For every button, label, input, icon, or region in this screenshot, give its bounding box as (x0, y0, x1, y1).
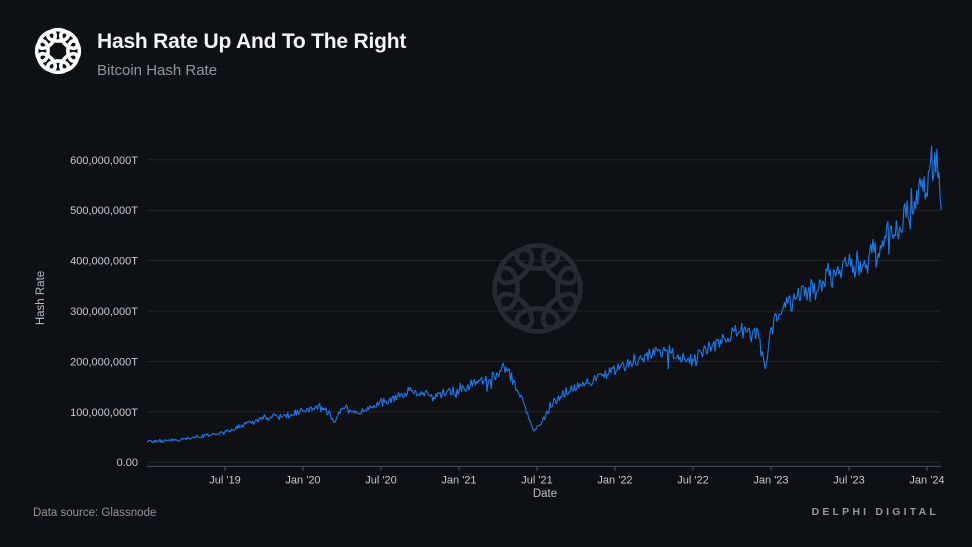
knot-loop (46, 27, 70, 43)
x-axis-title: Date (532, 488, 558, 500)
watermark-loop (492, 265, 520, 312)
y-tick-label: 100,000,000T (70, 407, 138, 419)
knot-loop (36, 51, 58, 73)
x-tick-label: Jan '21 (441, 475, 476, 487)
y-tick-label: 400,000,000T (70, 256, 138, 268)
y-tick-label: 300,000,000T (70, 306, 138, 318)
x-tick-label: Jan '23 (753, 475, 788, 487)
chart-subtitle: Bitcoin Hash Rate (97, 62, 218, 79)
watermark-loop (555, 265, 583, 312)
y-tick-label: 0.00 (117, 457, 138, 469)
data-source-label: Data source: Glassnode (33, 507, 157, 519)
x-tick-label: Jul '20 (365, 475, 396, 487)
delphi-logo-icon (34, 27, 82, 75)
hash-rate-line (146, 145, 942, 444)
watermark-loop (496, 291, 535, 330)
x-tick-label: Jan '20 (285, 475, 320, 487)
x-tick-label: Jul '19 (209, 475, 240, 487)
watermark-loop (540, 247, 579, 286)
y-axis-title: Hash Rate (35, 270, 47, 326)
knot-loop (36, 29, 58, 51)
knot-loop (45, 59, 70, 75)
knot-loop (58, 29, 80, 51)
delphi-watermark-icon (492, 243, 583, 334)
knot-loop (34, 39, 50, 63)
x-tick-label: Jul '23 (833, 475, 864, 487)
knot-loop (58, 51, 80, 73)
chart-title: Hash Rate Up And To The Right (97, 30, 407, 53)
y-tick-label: 200,000,000T (70, 356, 138, 368)
x-tick-label: Jul '22 (677, 475, 708, 487)
watermark-loop (496, 247, 535, 286)
brand-wordmark: DELPHI DIGITAL (811, 506, 939, 518)
watermark-loop (514, 243, 561, 271)
x-tick-label: Jul '21 (521, 475, 552, 487)
y-tick-label: 500,000,000T (70, 205, 138, 217)
watermark-loop (540, 291, 579, 330)
x-tick-label: Jan '22 (597, 475, 632, 487)
y-tick-label: 600,000,000T (70, 155, 138, 167)
x-tick-label: Jan '24 (909, 475, 944, 487)
knot-loop (66, 39, 82, 63)
watermark-loop (514, 306, 561, 334)
